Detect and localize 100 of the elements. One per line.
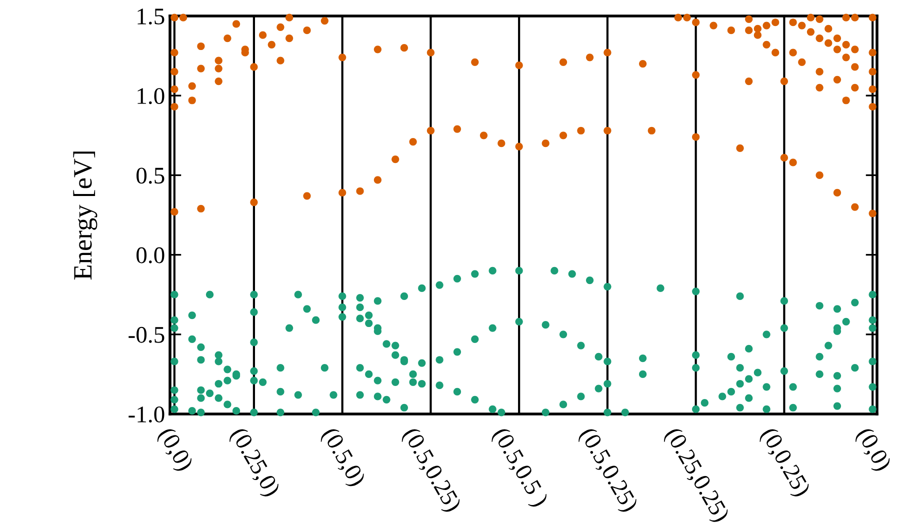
point: [789, 48, 797, 56]
point: [762, 330, 770, 338]
y-axis-title: Energy [eV]: [73, 152, 98, 280]
point: [833, 402, 842, 410]
point: [842, 96, 850, 104]
point: [232, 20, 240, 28]
point: [488, 405, 496, 414]
point: [224, 34, 232, 42]
point: [692, 71, 700, 79]
point: [197, 394, 205, 402]
point: [816, 68, 824, 76]
point: [692, 18, 700, 26]
point: [214, 394, 222, 402]
point: [772, 48, 780, 56]
point: [453, 125, 462, 133]
point: [250, 308, 258, 316]
point: [559, 132, 568, 140]
point: [206, 290, 214, 298]
point: [197, 386, 205, 394]
point: [772, 18, 780, 26]
point: [170, 405, 178, 414]
point: [833, 34, 842, 42]
point: [400, 44, 408, 52]
point: [338, 292, 346, 300]
point: [214, 56, 222, 64]
point: [692, 288, 700, 296]
point: [382, 340, 390, 348]
point: [214, 358, 222, 366]
point: [868, 358, 876, 366]
y-tick-label: 1.0: [138, 88, 164, 104]
point: [418, 359, 426, 367]
point: [453, 274, 462, 282]
point: [286, 324, 294, 332]
point: [816, 352, 824, 360]
point: [816, 84, 824, 92]
point: [745, 375, 753, 383]
point: [824, 24, 832, 33]
point: [312, 316, 320, 324]
point: [851, 84, 859, 92]
point: [338, 304, 346, 312]
point: [436, 281, 444, 289]
point: [303, 192, 311, 200]
point: [197, 356, 205, 364]
point: [577, 126, 585, 134]
point: [594, 352, 602, 360]
point: [577, 392, 585, 400]
point: [710, 22, 718, 30]
point: [559, 58, 568, 66]
point: [197, 42, 205, 50]
point: [604, 282, 612, 290]
point: [515, 142, 523, 150]
point: [338, 188, 346, 197]
point: [816, 302, 824, 310]
point: [471, 270, 479, 278]
point: [170, 48, 178, 56]
point: [303, 26, 311, 34]
point: [842, 54, 850, 62]
point: [833, 305, 842, 313]
point: [789, 158, 797, 166]
point: [762, 22, 770, 30]
point: [851, 203, 859, 211]
point: [868, 102, 876, 111]
point: [392, 155, 400, 164]
point: [568, 270, 576, 278]
point: [276, 56, 284, 64]
point: [197, 408, 205, 416]
point: [868, 316, 876, 324]
point: [320, 364, 328, 372]
point: [392, 378, 400, 386]
point: [833, 76, 842, 84]
y-tick-label: -0.5: [128, 326, 164, 343]
y-tick-label: 1.5: [138, 8, 164, 25]
point: [780, 154, 788, 162]
point: [338, 54, 346, 62]
point: [745, 15, 753, 23]
point: [356, 314, 364, 322]
point: [789, 383, 797, 391]
point: [374, 376, 382, 384]
point: [294, 290, 302, 298]
point: [700, 399, 708, 407]
point: [550, 266, 558, 275]
point: [250, 338, 258, 346]
point: [816, 15, 824, 23]
point: [214, 380, 222, 388]
point: [648, 126, 656, 134]
point: [798, 58, 806, 66]
point: [312, 408, 320, 416]
point: [250, 408, 258, 416]
point: [824, 342, 832, 350]
point: [286, 34, 294, 42]
point: [833, 384, 842, 392]
point: [806, 28, 815, 36]
point: [639, 60, 647, 68]
point: [250, 290, 258, 298]
point: [639, 354, 647, 362]
point: [745, 77, 753, 86]
point: [833, 188, 842, 197]
point: [842, 318, 850, 326]
point: [250, 198, 258, 206]
point: [604, 48, 612, 56]
